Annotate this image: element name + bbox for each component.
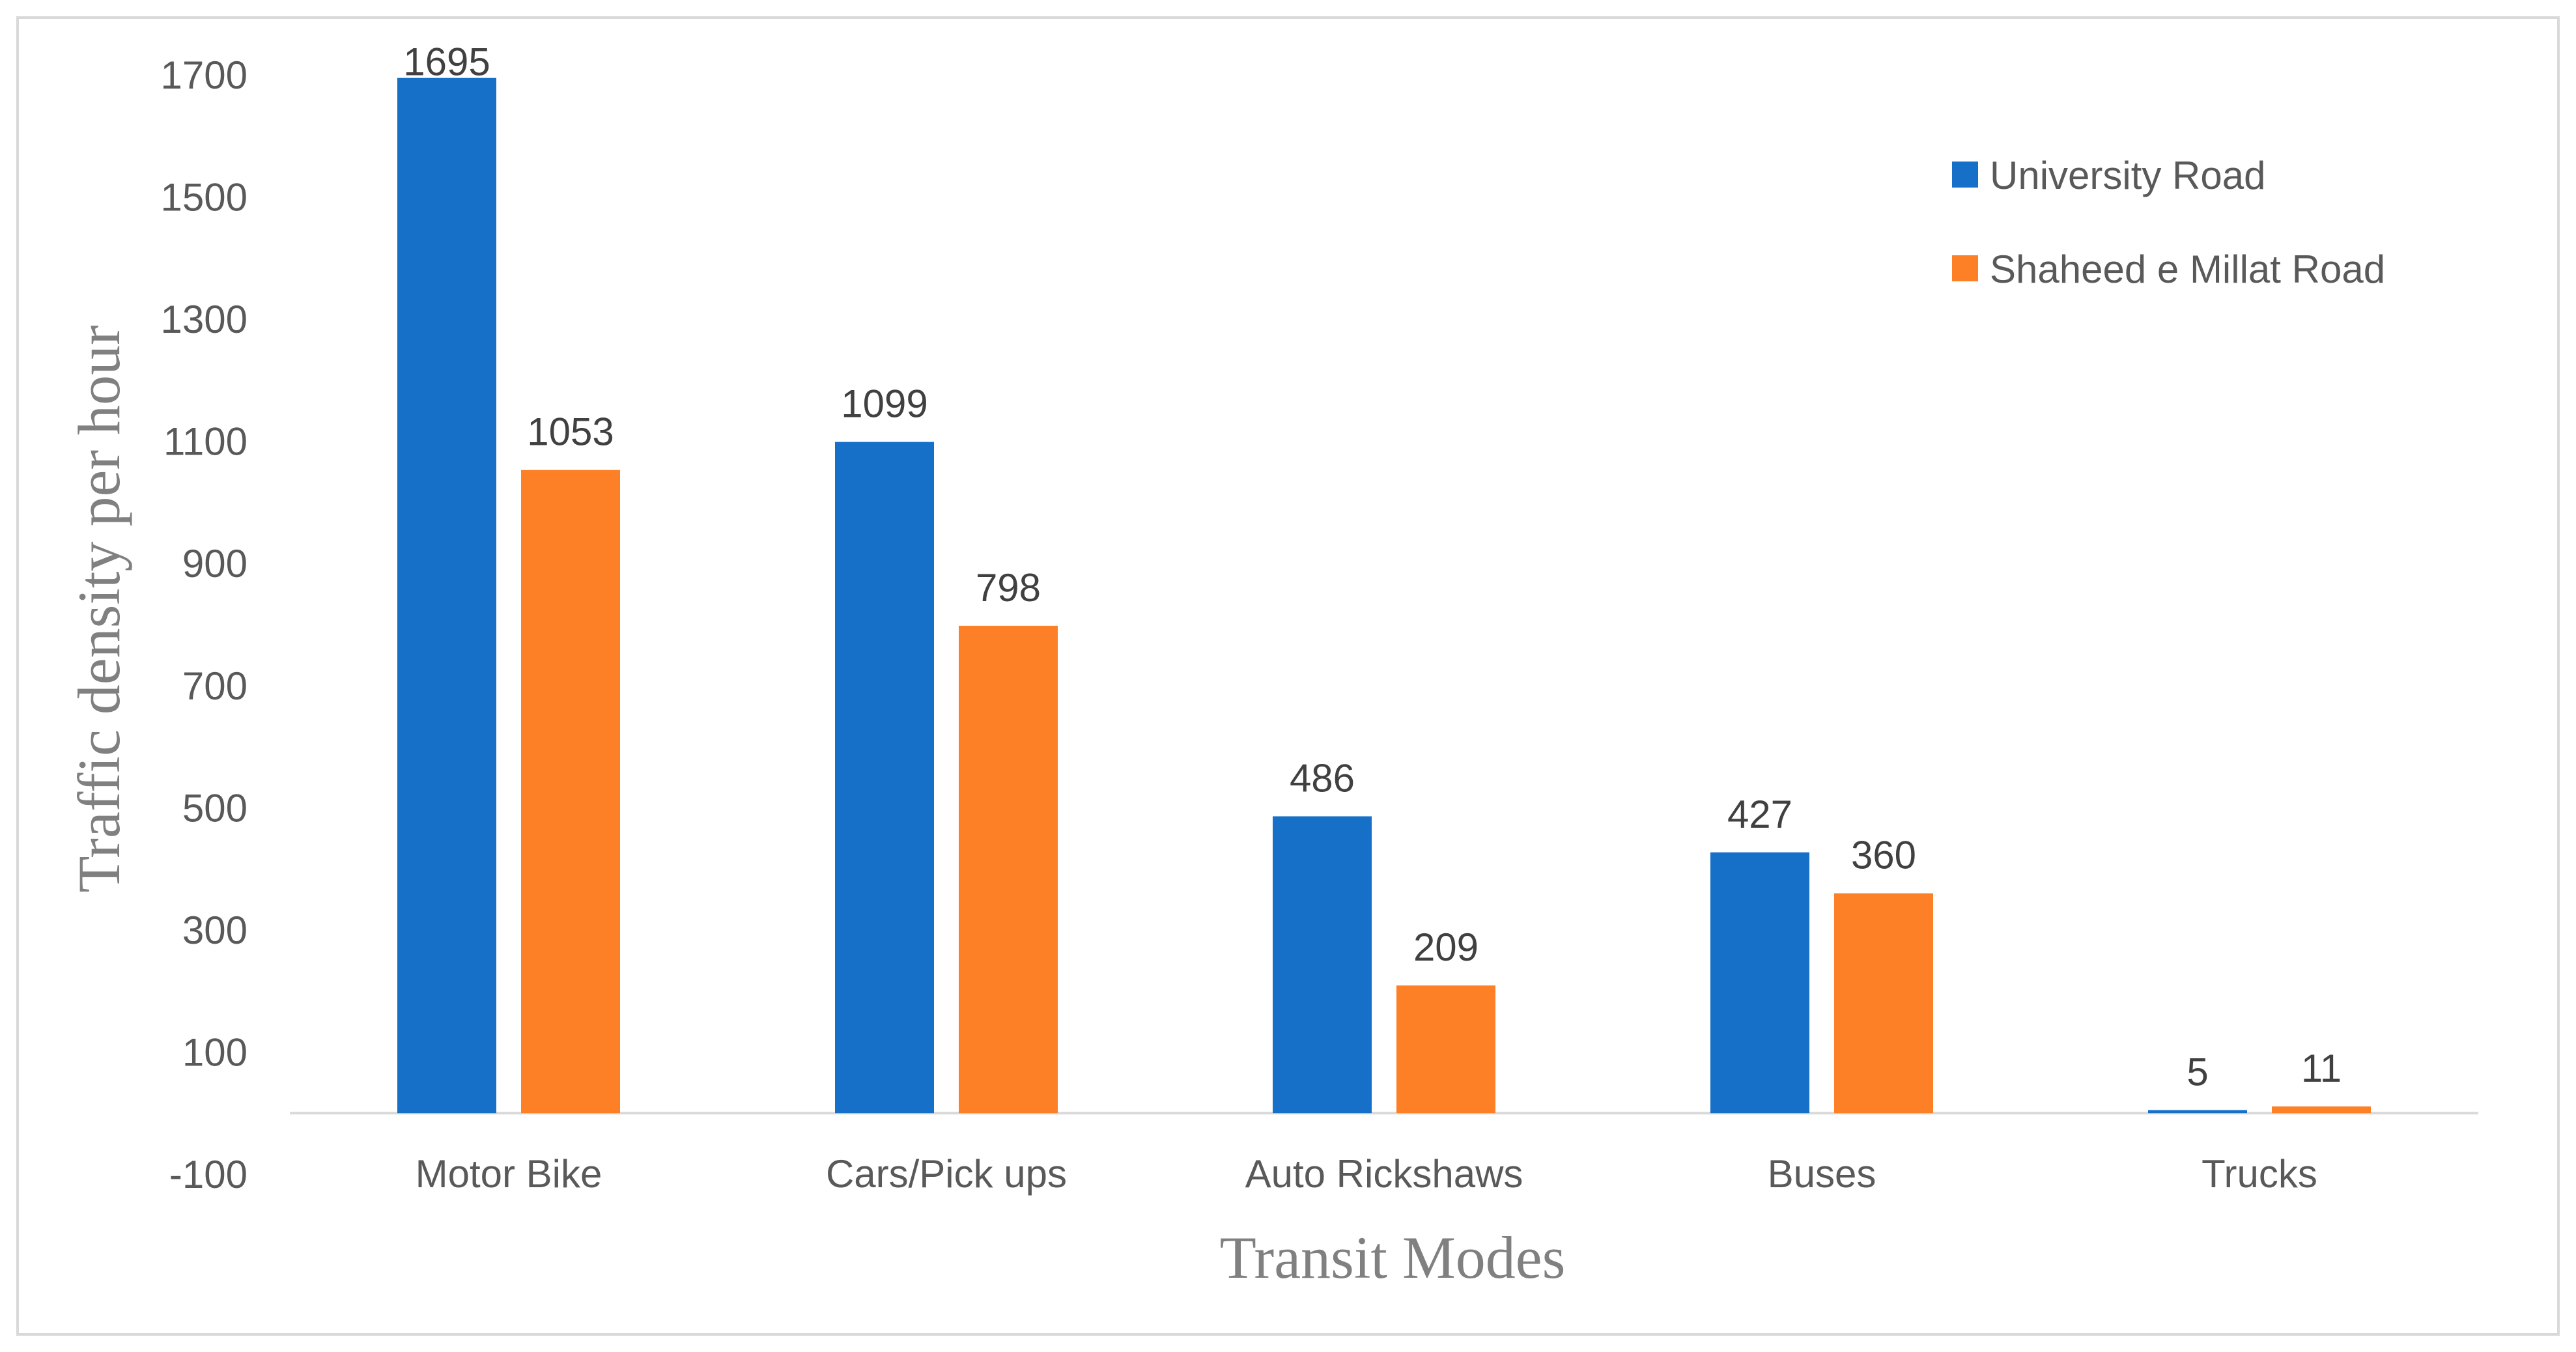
bar-university-road-auto-rickshaws xyxy=(1273,816,1372,1114)
bar-shaheed-e-millat-road-auto-rickshaws xyxy=(1396,985,1495,1114)
bar-university-road-buses xyxy=(1710,852,1809,1114)
bar-shaheed-e-millat-road-trucks xyxy=(2272,1106,2371,1114)
y-tick-label: 1700 xyxy=(161,53,248,97)
x-tick-label-buses: Buses xyxy=(1768,1152,1876,1196)
data-label-shaheed-e-millat-road-trucks: 11 xyxy=(2301,1047,2342,1090)
bar-shaheed-e-millat-road-buses xyxy=(1834,893,1933,1114)
data-label-university-road-cars-pick-ups: 1099 xyxy=(841,382,927,426)
bar-shaheed-e-millat-road-motor-bike xyxy=(521,470,620,1114)
x-tick-label-auto-rickshaws: Auto Rickshaws xyxy=(1245,1152,1523,1196)
data-label-shaheed-e-millat-road-motor-bike: 1053 xyxy=(527,410,614,454)
data-label-university-road-motor-bike: 1695 xyxy=(403,40,490,84)
bar-university-road-trucks xyxy=(2148,1110,2247,1114)
data-label-university-road-buses: 427 xyxy=(1727,793,1792,836)
y-tick-label: 1300 xyxy=(161,298,248,341)
bar-university-road-cars-pick-ups xyxy=(835,442,934,1114)
y-tick-label: 500 xyxy=(182,786,248,830)
y-axis-ticks: -100 100 300 500 700 900 1100 1300 1500 1700 xyxy=(161,53,248,1196)
legend-swatch-shaheed-e-millat-road xyxy=(1952,255,1978,281)
data-labels: 1695 1053 1099 798 486 209 427 360 5 11 xyxy=(403,40,2342,1094)
y-axis-title: Traffic density per hour xyxy=(66,325,132,892)
y-tick-label: 1100 xyxy=(163,420,248,464)
x-axis-title: Transit Modes xyxy=(1220,1224,1566,1291)
y-tick-label: -100 xyxy=(169,1153,248,1196)
legend-swatch-university-road xyxy=(1952,162,1978,188)
legend: University Road Shaheed e Millat Road xyxy=(1952,154,2385,291)
bars xyxy=(397,77,2371,1114)
legend-label-university-road: University Road xyxy=(1990,154,2266,197)
data-label-university-road-trucks: 5 xyxy=(2187,1050,2208,1094)
x-tick-label-motor-bike: Motor Bike xyxy=(416,1152,602,1196)
legend-label-shaheed-e-millat-road: Shaheed e Millat Road xyxy=(1990,247,2385,291)
data-label-shaheed-e-millat-road-auto-rickshaws: 209 xyxy=(1413,925,1479,969)
data-label-shaheed-e-millat-road-buses: 360 xyxy=(1851,834,1916,877)
y-tick-label: 300 xyxy=(182,908,248,952)
data-label-shaheed-e-millat-road-cars-pick-ups: 798 xyxy=(976,566,1041,610)
y-tick-label: 1500 xyxy=(161,176,248,219)
x-tick-label-trucks: Trucks xyxy=(2201,1152,2317,1196)
x-axis-ticks: Motor Bike Cars/Pick ups Auto Rickshaws Bus… xyxy=(416,1152,2317,1196)
bar-university-road-motor-bike xyxy=(397,77,496,1114)
bar-shaheed-e-millat-road-cars-pick-ups xyxy=(959,625,1058,1114)
y-tick-label: 900 xyxy=(182,542,248,585)
y-tick-label: 100 xyxy=(182,1030,248,1074)
x-tick-label-cars-pick-ups: Cars/Pick ups xyxy=(826,1152,1067,1196)
data-label-university-road-auto-rickshaws: 486 xyxy=(1290,756,1355,800)
y-tick-label: 700 xyxy=(182,664,248,708)
